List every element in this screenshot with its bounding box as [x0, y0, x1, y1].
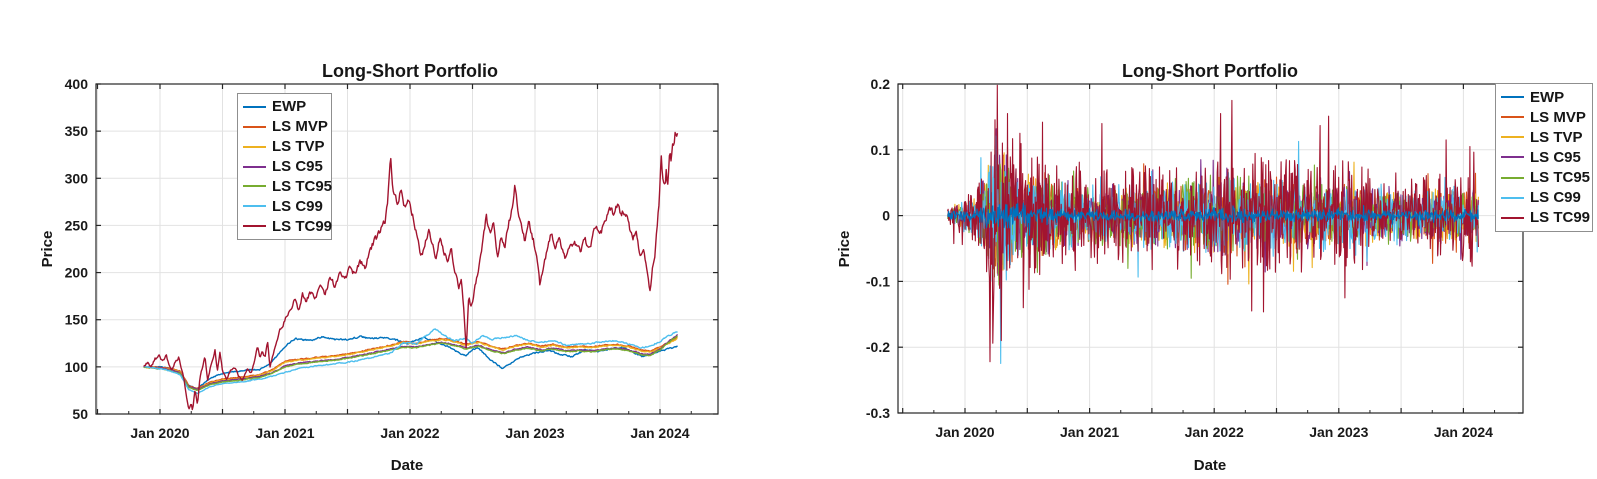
legend-line-sample — [243, 145, 266, 148]
legend-item-ls-mvp: LS MVP — [243, 117, 328, 137]
legend-line-sample — [1501, 136, 1524, 139]
legend-item-ls-c95: LS C95 — [243, 157, 327, 177]
y-tick-label: 50 — [72, 406, 88, 422]
series-line-ls-tc95 — [143, 335, 678, 391]
legend-item-ewp: EWP — [243, 97, 327, 117]
legend-line-sample — [243, 125, 266, 128]
legend-item-ls-tc95: LS TC95 — [243, 176, 332, 196]
series-group — [143, 131, 679, 411]
legend-label: EWP — [272, 98, 307, 116]
legend-item-ls-c99: LS C99 — [1501, 188, 1588, 208]
legend-item-ls-mvp: LS MVP — [1501, 107, 1588, 127]
right-chart: -0.3 -0.2 -0.1 0 0.1 0.2 Jan 2020 Jan 2021 Jan 2… — [866, 76, 1524, 440]
legend-line-sample — [1501, 116, 1524, 119]
left-chart-legend: EWP LS MVP LS TVP LS C95 LS TC95 LS C99 LS TC9… — [237, 93, 332, 240]
legend-label: LS TVP — [272, 138, 325, 156]
legend-item-ls-tc99: LS TC99 — [1501, 208, 1591, 228]
x-tick-label: Jan 2023 — [1309, 424, 1368, 440]
legend-label: LS C99 — [272, 197, 323, 215]
legend-line-sample — [243, 105, 266, 108]
legend-item-ls-c95: LS C95 — [1501, 147, 1588, 167]
y-tick-label: 250 — [65, 217, 89, 233]
y-tick-label: 300 — [65, 170, 89, 186]
right-chart-ylabel: Price — [836, 231, 853, 268]
x-tick-label: Jan 2021 — [1060, 424, 1119, 440]
x-tick-label: Jan 2024 — [630, 425, 689, 441]
left-chart-title: Long-Short Portfolio — [322, 61, 498, 81]
x-tick-label: Jan 2024 — [1434, 424, 1493, 440]
y-tick-label: 0 — [882, 208, 890, 224]
left-chart: 50 100 150 200 250 300 350 400 Jan 2020 Jan 2021 J… — [65, 76, 719, 441]
y-tick-label: 200 — [65, 265, 89, 281]
legend-label: EWP — [1530, 88, 1565, 106]
series-line-ls-c99 — [143, 328, 678, 395]
axes: 50 100 150 200 250 300 350 400 Jan 2020 Jan 2021 J… — [65, 76, 719, 441]
legend-label: LS TC95 — [1530, 169, 1591, 187]
legend-label: LS TVP — [1530, 128, 1583, 146]
axes: -0.3 -0.2 -0.1 0 0.1 0.2 Jan 2020 Jan 2021 Jan 2… — [866, 76, 1524, 440]
x-tick-label: Jan 2021 — [255, 425, 314, 441]
legend-item-ls-tvp: LS TVP — [1501, 127, 1588, 147]
y-tick-label: 0.1 — [871, 142, 891, 158]
left-chart-ylabel: Price — [39, 231, 56, 268]
legend-item-ls-c99: LS C99 — [243, 196, 327, 216]
y-tick-label: -0.1 — [866, 273, 890, 289]
legend-line-sample — [243, 185, 266, 188]
legend-line-sample — [243, 165, 266, 168]
legend-line-sample — [243, 225, 266, 228]
legend-line-sample — [1501, 156, 1524, 159]
legend-line-sample — [1501, 96, 1524, 99]
y-tick-label: 400 — [65, 76, 89, 92]
legend-label: LS TC95 — [272, 177, 333, 195]
y-tick-label: 100 — [65, 359, 89, 375]
legend-label: LS C99 — [1530, 189, 1581, 207]
x-tick-label: Jan 2020 — [935, 424, 994, 440]
y-tick-label: -0.2 — [866, 339, 890, 355]
legend-item-ls-tc99: LS TC99 — [243, 216, 332, 236]
legend-label: LS TC99 — [272, 217, 333, 235]
legend-label: LS MVP — [1530, 108, 1586, 126]
x-tick-label: Jan 2020 — [130, 425, 189, 441]
grid — [96, 84, 718, 414]
legend-item-ls-tc95: LS TC95 — [1501, 168, 1591, 188]
legend-label: LS C95 — [272, 158, 323, 175]
legend-line-sample — [243, 205, 266, 208]
x-tick-label: Jan 2023 — [505, 425, 564, 441]
series-line-ls-tc99 — [143, 131, 679, 411]
legend-label: LS TC99 — [1530, 209, 1591, 227]
y-tick-label: 150 — [65, 312, 89, 328]
right-chart-legend: EWP LS MVP LS TVP LS C95 LS TC95 LS C99 LS TC9… — [1495, 83, 1593, 232]
series-line-ewp — [947, 202, 1479, 236]
legend-label: LS MVP — [272, 118, 328, 136]
legend-label: LS C95 — [1530, 148, 1581, 166]
y-tick-label: -0.3 — [866, 405, 890, 421]
legend-line-sample — [1501, 216, 1524, 219]
y-tick-label: 350 — [65, 123, 89, 139]
legend-item-ls-tvp: LS TVP — [243, 137, 327, 157]
legend-item-ewp: EWP — [1501, 87, 1588, 107]
left-chart-xlabel: Date — [391, 457, 424, 474]
legend-line-sample — [1501, 176, 1524, 179]
x-tick-label: Jan 2022 — [380, 425, 439, 441]
series-group — [947, 84, 1479, 365]
right-chart-xlabel: Date — [1194, 457, 1227, 474]
legend-line-sample — [1501, 196, 1524, 199]
y-tick-label: 0.2 — [871, 76, 891, 92]
x-tick-label: Jan 2022 — [1185, 424, 1244, 440]
right-chart-title: Long-Short Portfolio — [1122, 61, 1298, 81]
